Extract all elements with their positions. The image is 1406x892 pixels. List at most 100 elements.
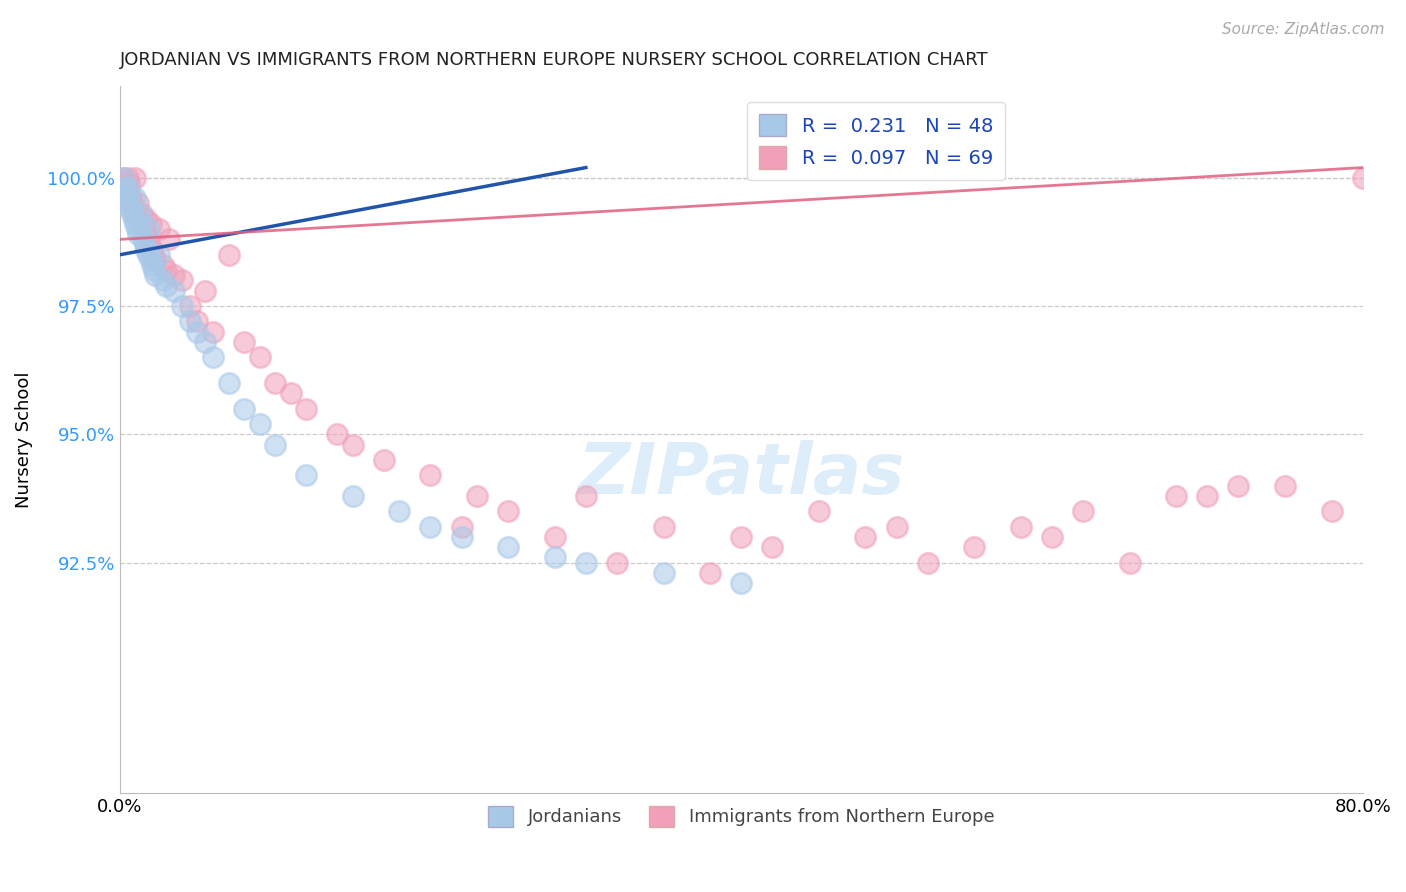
Point (606, 556, 628, 570)
Point (115, 186, 138, 201)
Point (170, 299, 193, 313)
Point (134, 237, 156, 252)
Point (465, 489, 488, 503)
Point (1197, 489, 1219, 503)
Point (761, 540, 783, 554)
Point (118, 181, 141, 195)
Point (131, 207, 153, 221)
Point (115, 181, 138, 195)
Point (201, 325, 224, 339)
Point (124, 207, 146, 221)
Point (201, 351, 224, 365)
Point (295, 401, 318, 416)
Point (135, 243, 157, 257)
Point (1118, 556, 1140, 570)
Point (136, 232, 159, 246)
Point (886, 519, 908, 533)
Point (496, 540, 519, 554)
Point (1040, 530, 1063, 544)
Point (1227, 478, 1250, 492)
Point (1010, 519, 1032, 533)
Point (218, 248, 240, 262)
Point (145, 268, 167, 283)
Point (129, 207, 152, 221)
Point (152, 258, 174, 272)
Point (730, 576, 752, 591)
Point (450, 530, 472, 544)
Point (730, 530, 752, 544)
Point (575, 489, 598, 503)
Point (264, 376, 287, 390)
Point (138, 222, 160, 236)
Point (122, 211, 145, 226)
Point (124, 217, 146, 231)
Point (373, 453, 395, 467)
Point (249, 417, 271, 431)
Point (111, 196, 134, 211)
Text: ZIPatlas: ZIPatlas (578, 441, 905, 509)
Point (855, 530, 877, 544)
Point (544, 550, 567, 565)
Y-axis label: Nursery School: Nursery School (15, 371, 32, 508)
Point (179, 314, 201, 328)
Point (112, 176, 135, 190)
Point (121, 207, 143, 221)
Point (342, 489, 364, 503)
Point (125, 211, 148, 226)
Point (326, 427, 349, 442)
Point (124, 170, 146, 185)
Point (194, 334, 217, 349)
Point (152, 273, 174, 287)
Point (117, 186, 139, 201)
Point (496, 504, 519, 518)
Point (120, 202, 142, 216)
Point (186, 314, 208, 328)
Text: Source: ZipAtlas.com: Source: ZipAtlas.com (1222, 22, 1385, 37)
Point (124, 191, 146, 205)
Point (917, 556, 939, 570)
Point (145, 252, 167, 267)
Point (148, 222, 170, 236)
Point (233, 334, 256, 349)
Point (117, 170, 139, 185)
Point (136, 248, 159, 262)
Point (163, 284, 186, 298)
Point (139, 252, 162, 267)
Point (1274, 478, 1296, 492)
Point (127, 227, 149, 242)
Point (117, 196, 139, 211)
Point (163, 268, 186, 283)
Point (155, 278, 177, 293)
Point (142, 248, 165, 262)
Point (141, 258, 163, 272)
Point (131, 217, 153, 231)
Point (135, 211, 157, 226)
Point (118, 176, 141, 190)
Point (138, 237, 160, 252)
Point (388, 504, 411, 518)
Point (134, 227, 156, 242)
Point (1071, 504, 1094, 518)
Point (127, 196, 149, 211)
Point (575, 556, 598, 570)
Point (295, 468, 318, 483)
Point (194, 284, 217, 298)
Point (218, 376, 240, 390)
Point (342, 437, 364, 451)
Point (111, 170, 134, 185)
Point (1320, 504, 1343, 518)
Legend: Jordanians, Immigrants from Northern Europe: Jordanians, Immigrants from Northern Eur… (481, 798, 1001, 834)
Point (141, 243, 163, 257)
Point (652, 566, 675, 580)
Point (170, 273, 193, 287)
Point (186, 325, 208, 339)
Point (450, 519, 472, 533)
Point (125, 222, 148, 236)
Point (280, 386, 302, 401)
Point (132, 232, 155, 246)
Point (129, 217, 152, 231)
Point (122, 202, 145, 216)
Point (112, 170, 135, 185)
Point (132, 222, 155, 236)
Point (233, 401, 256, 416)
